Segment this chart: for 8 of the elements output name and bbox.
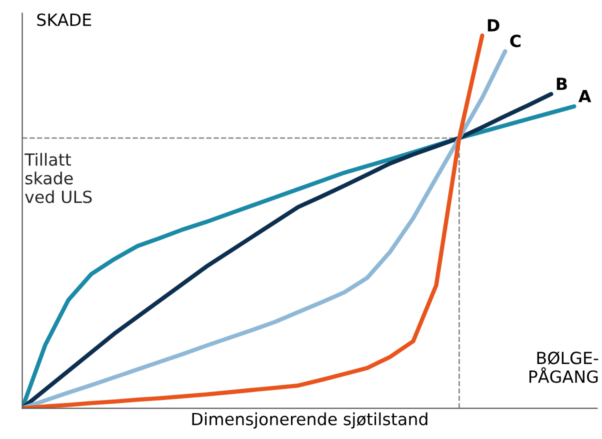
series-label: B <box>556 78 567 90</box>
ref-line-label: Tillatt skade ved ULS <box>24 152 92 204</box>
x-axis-title: Dimensjonerende sjøtilstand <box>192 412 428 429</box>
series-label: D <box>488 19 500 32</box>
series-label: A <box>578 90 592 102</box>
series-label: C <box>510 34 521 48</box>
y-axis-title: SKADE <box>37 13 92 26</box>
annotation: BØLGE- PÅGANG <box>529 351 598 383</box>
